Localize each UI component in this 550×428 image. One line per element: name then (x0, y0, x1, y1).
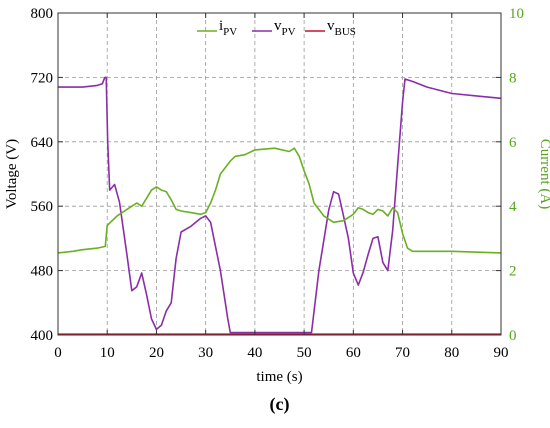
y-right-tick-label: 2 (509, 264, 517, 280)
y-left-tick-label: 560 (31, 199, 54, 215)
legend: iPV vPV vBUS (197, 18, 356, 38)
y-left-tick-label: 720 (31, 70, 54, 86)
x-tick-label: 10 (100, 345, 115, 361)
x-tick-label: 70 (395, 345, 410, 361)
y-right-tick-label: 4 (509, 199, 517, 215)
x-tick-label: 40 (247, 345, 262, 361)
x-tick-label: 90 (494, 345, 509, 361)
ticks: 0 10 20 30 40 50 60 70 80 90 400 480 560 640 720 800 0 2 4… (31, 6, 525, 361)
y-left-tick-label: 400 (31, 328, 54, 344)
x-tick-label: 0 (54, 345, 62, 361)
series-layer (57, 76, 502, 336)
y-axis-left-label: Voltage (V) (4, 139, 20, 209)
y-axis-right-label: Current (A) (537, 139, 550, 209)
legend-label-vPV: vPV (274, 18, 296, 38)
series-line-iPV (57, 147, 502, 254)
x-tick-label: 80 (444, 345, 459, 361)
y-right-tick-label: 6 (509, 135, 517, 151)
y-right-tick-label: 8 (509, 70, 517, 86)
y-right-tick-label: 0 (509, 328, 517, 344)
x-tick-label: 50 (297, 345, 312, 361)
plot-area (58, 13, 501, 335)
series-line-vPV (58, 76, 502, 334)
y-right-tick-label: 10 (509, 6, 524, 22)
y-left-tick-label: 800 (31, 6, 54, 22)
x-tick-label: 60 (346, 345, 361, 361)
x-tick-label: 20 (149, 345, 164, 361)
x-axis-label: time (s) (256, 369, 302, 385)
panel-label: (c) (270, 394, 290, 415)
plot-frame (57, 12, 502, 336)
y-left-tick-label: 480 (31, 264, 54, 280)
legend-label-iPV: iPV (219, 18, 237, 38)
legend-label-vBUS: vBUS (327, 18, 356, 38)
y-left-tick-label: 640 (31, 135, 54, 151)
x-tick-label: 30 (198, 345, 213, 361)
